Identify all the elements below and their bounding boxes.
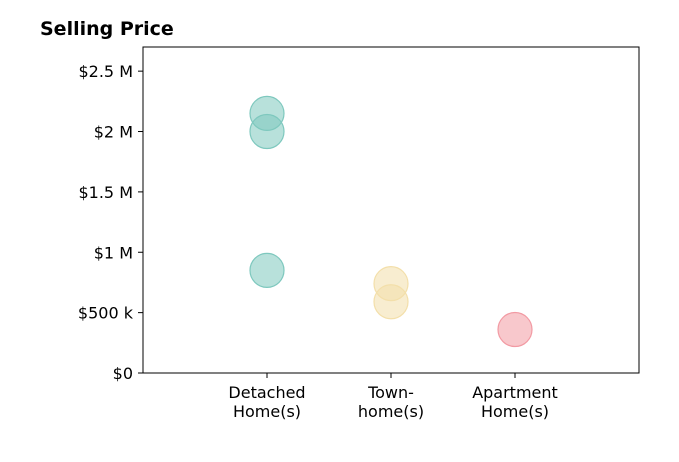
x-tick-label-line: Apartment [472,383,558,402]
y-axis: $0 $500 k $1 M $1.5 M $2 M $2.5 M [78,62,143,383]
marks-layer [249,95,533,348]
x-tick-label-line: Town- [367,383,414,402]
x-axis: Detached Home(s)Town-home(s)Apartment Home… [228,373,558,421]
y-tick-label: $1.5 M [78,183,133,202]
data-point [249,113,285,150]
y-tick-label: $2 M [94,123,133,142]
chart-title: Selling Price [40,18,174,40]
y-tick-label: $500 k [78,304,134,323]
x-tick-label-line: Detached [228,383,305,402]
x-tick-label-line: home(s) [358,402,424,421]
y-tick-label: $1 M [94,243,133,262]
data-point [373,284,409,320]
plot-frame [142,46,640,374]
x-tick-label: Detached Home(s) [228,383,305,421]
x-tick-label: Town-home(s) [358,383,424,421]
x-tick-label: Apartment Home(s) [472,383,558,421]
y-tick-label: $2.5 M [78,62,133,81]
x-tick-label-line: Home(s) [233,402,301,421]
x-tick-label-line: Home(s) [481,402,549,421]
data-point [249,252,285,288]
y-tick-label: $0 [113,364,133,383]
data-point [497,311,533,348]
